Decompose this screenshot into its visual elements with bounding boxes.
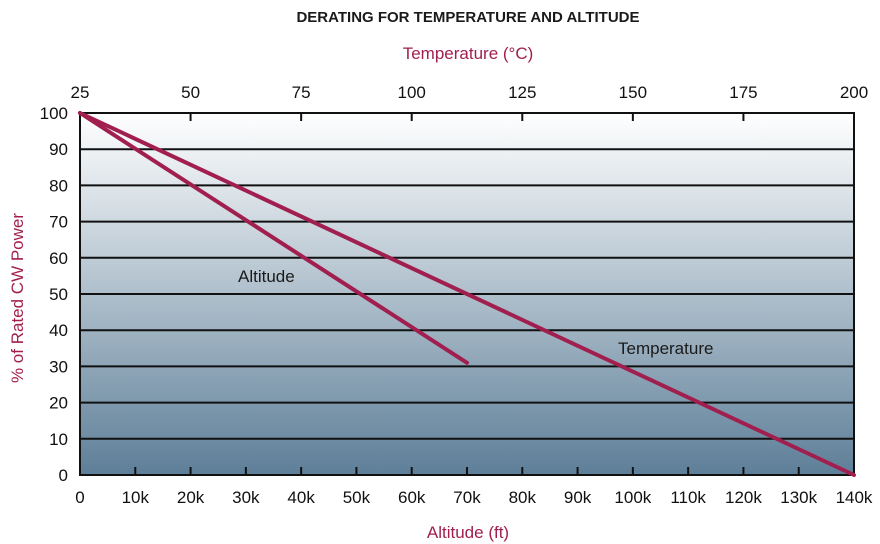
top-tick-label: 125: [508, 83, 536, 102]
bottom-tick-label: 70k: [453, 488, 481, 507]
bottom-tick-label: 90k: [564, 488, 592, 507]
y-tick-label: 20: [49, 394, 68, 413]
gridlines: [80, 148, 854, 440]
bottom-tick-label: 0: [75, 488, 84, 507]
bottom-tick-label: 140k: [836, 488, 873, 507]
bottom-tick-label: 120k: [725, 488, 762, 507]
y-tick-label: 80: [49, 176, 68, 195]
series-line-altitude: [78, 111, 469, 365]
top-tick-label: 100: [398, 83, 426, 102]
y-tick-label: 30: [49, 357, 68, 376]
chart-title: DERATING FOR TEMPERATURE AND ALTITUDE: [296, 9, 639, 26]
top-tick-label: 150: [619, 83, 647, 102]
bottom-tick-label: 10k: [122, 488, 150, 507]
bottom-tick-label: 30k: [232, 488, 260, 507]
bottom-tick-label: 100k: [614, 488, 651, 507]
bottom-tick-label: 110k: [670, 488, 706, 507]
y-tick-label: 100: [40, 104, 68, 123]
bottom-tick-label: 130k: [780, 488, 817, 507]
y-tick-label: 70: [49, 213, 68, 232]
plot-frame: [79, 112, 855, 476]
bottom-axis-ticks: 0 10k 20k 30k 40k 50k 60k 70k 80k 90k 100k 110k 120k…: [75, 488, 873, 507]
y-tick-label: 10: [49, 430, 68, 449]
y-tick-label: 40: [49, 321, 68, 340]
y-tick-label: 0: [59, 466, 68, 485]
y-axis-ticks: 0 10 20 30 40 50 60 70 80 90 100: [40, 104, 68, 485]
bottom-tick-label: 20k: [177, 488, 205, 507]
y-axis-label: % of Rated CW Power: [8, 213, 27, 383]
top-tick-label: 50: [181, 83, 200, 102]
bottom-tick-label: 40k: [287, 488, 315, 507]
bottom-tick-label: 80k: [509, 488, 537, 507]
top-axis-ticks: 25 50 75 100 125 150 175 200: [71, 83, 869, 102]
annotation-temperature: Temperature: [618, 339, 713, 358]
bottom-axis-label: Altitude (ft): [427, 523, 509, 542]
series-line-temperature: [78, 111, 856, 477]
bottom-tick-label: 50k: [343, 488, 371, 507]
top-tick-label: 175: [729, 83, 757, 102]
bottom-tick-label: 60k: [398, 488, 426, 507]
series-lines: [78, 111, 856, 477]
top-axis-label: Temperature (°C): [403, 44, 534, 63]
top-tick-label: 200: [840, 83, 868, 102]
top-tick-label: 25: [71, 83, 90, 102]
y-tick-label: 90: [49, 140, 68, 159]
annotation-altitude: Altitude: [238, 267, 295, 286]
top-tick-label: 75: [292, 83, 311, 102]
y-tick-label: 50: [49, 285, 68, 304]
y-tick-label: 60: [49, 249, 68, 268]
